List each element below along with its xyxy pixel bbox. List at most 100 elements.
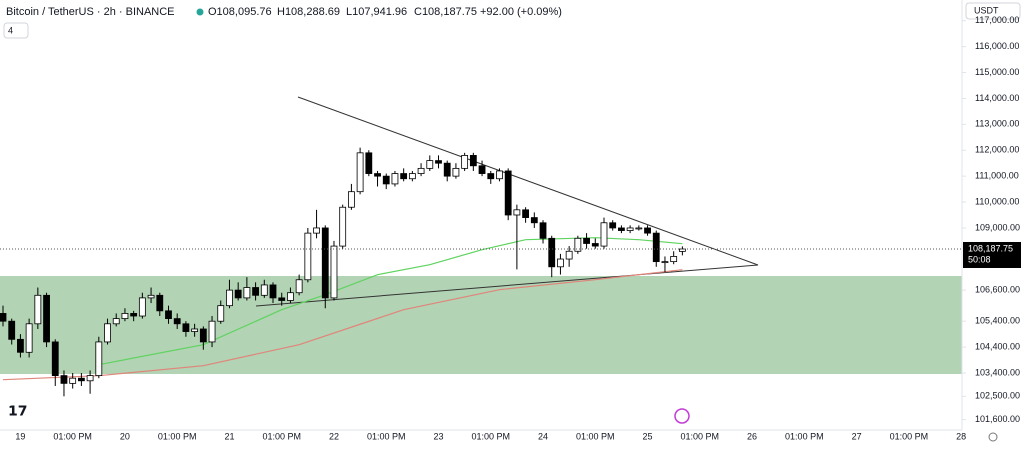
candle-body bbox=[522, 209, 529, 218]
candle-body bbox=[461, 155, 469, 169]
y-tick-label: 103,400.00 bbox=[975, 367, 1020, 377]
candle-body bbox=[25, 323, 33, 353]
y-tick-label: 112,000.00 bbox=[975, 145, 1019, 155]
x-tick-label: 25 bbox=[643, 431, 653, 441]
candle-body bbox=[278, 297, 286, 301]
ohlc-close: C108,187.75 bbox=[414, 6, 477, 18]
status-dot bbox=[196, 8, 204, 16]
settings-icon[interactable] bbox=[988, 432, 998, 442]
x-tick-label: 01:00 PM bbox=[53, 431, 92, 441]
candle-body bbox=[487, 173, 495, 180]
y-tick-label: 113,000.00 bbox=[975, 119, 1019, 129]
candle-body bbox=[121, 313, 129, 320]
candle-body bbox=[539, 222, 547, 239]
candle-body bbox=[199, 328, 207, 343]
candle-body bbox=[347, 191, 355, 208]
y-tick-label: 110,000.00 bbox=[975, 196, 1019, 206]
candle-body bbox=[513, 209, 521, 216]
candle-body bbox=[600, 222, 608, 247]
candle-body bbox=[147, 294, 155, 299]
plot bbox=[0, 147, 686, 397]
candle-body bbox=[417, 167, 425, 174]
currency-button[interactable] bbox=[965, 2, 1021, 20]
candle-body bbox=[226, 289, 233, 307]
candle-body bbox=[0, 313, 7, 322]
candle-body bbox=[400, 173, 408, 180]
candle-body bbox=[391, 173, 399, 185]
candle-body bbox=[34, 294, 42, 325]
candle-body bbox=[469, 155, 477, 167]
moving-average bbox=[98, 237, 683, 366]
last-price-box bbox=[963, 241, 1021, 268]
candle-body bbox=[670, 256, 678, 263]
x-tick-label: 20 bbox=[120, 431, 130, 441]
candle-body bbox=[356, 152, 364, 193]
ohlc-high: H108,288.69 bbox=[277, 6, 340, 18]
candle-body bbox=[287, 292, 294, 301]
y-tick-label: 102,500.00 bbox=[975, 391, 1020, 401]
candle-body bbox=[661, 261, 669, 264]
y-tick-label: 104,400.00 bbox=[975, 341, 1020, 351]
x-tick-label: 01:00 PM bbox=[158, 431, 197, 441]
candle-body bbox=[496, 170, 503, 180]
x-tick-label: 19 bbox=[15, 431, 25, 441]
event-icon[interactable] bbox=[674, 408, 690, 424]
candle-body bbox=[591, 243, 599, 247]
candle-body bbox=[182, 323, 190, 332]
candle-body bbox=[243, 287, 251, 299]
x-tick-label: 01:00 PM bbox=[367, 431, 406, 441]
y-tick-label: 111,000.00 bbox=[975, 171, 1019, 181]
y-tick-label: 114,000.00 bbox=[975, 93, 1019, 103]
candle-body bbox=[548, 237, 556, 268]
candle-body bbox=[609, 222, 617, 229]
logo: 𝟭𝟳 bbox=[8, 403, 27, 419]
x-tick-label: 27 bbox=[852, 431, 862, 441]
candle-body bbox=[269, 284, 277, 299]
x-tick-label: 22 bbox=[329, 431, 339, 441]
candle-body bbox=[217, 305, 225, 322]
candle-body bbox=[583, 237, 590, 244]
candle-body bbox=[295, 279, 303, 294]
candle-body bbox=[565, 250, 573, 260]
x-tick-label: 01:00 PM bbox=[890, 431, 929, 441]
candle-body bbox=[208, 320, 216, 343]
y-tick-label: 101,600.00 bbox=[975, 414, 1020, 424]
x-tick-label: 01:00 PM bbox=[681, 431, 720, 441]
candle-body bbox=[313, 227, 320, 234]
candle-body bbox=[618, 227, 625, 231]
indicator-count: 4 bbox=[8, 25, 13, 35]
candle-body bbox=[435, 160, 442, 164]
y-tick-label: 105,400.00 bbox=[975, 316, 1020, 326]
candle-body bbox=[382, 175, 390, 185]
candle-body bbox=[330, 245, 338, 299]
candle-body bbox=[173, 318, 181, 325]
x-tick-label: 01:00 PM bbox=[576, 431, 615, 441]
candle-body bbox=[60, 375, 68, 384]
candle-body bbox=[365, 152, 373, 174]
y-tick-label: 109,000.00 bbox=[975, 222, 1020, 232]
indicator-toggle[interactable] bbox=[3, 22, 29, 39]
candle-body bbox=[138, 297, 146, 317]
ohlc-open: O108,095.76 bbox=[208, 6, 272, 18]
x-tick-label: 28 bbox=[956, 431, 966, 441]
candle-body bbox=[644, 227, 651, 234]
candle-body bbox=[86, 375, 94, 382]
candle-body bbox=[234, 289, 242, 299]
candle-body bbox=[478, 165, 486, 174]
candle-body bbox=[252, 287, 259, 296]
candle-body bbox=[8, 320, 16, 340]
symbol: Bitcoin / TetherUS · 2h · BINANCE bbox=[6, 6, 175, 18]
x-tick-label: 23 bbox=[433, 431, 443, 441]
moving-average bbox=[2, 269, 683, 381]
trend-line bbox=[255, 264, 759, 307]
candle-body bbox=[635, 227, 643, 230]
y-tick-label: 106,600.00 bbox=[975, 284, 1020, 294]
candle-body bbox=[339, 206, 347, 247]
candle-body bbox=[574, 237, 582, 252]
y-tick-label: 115,000.00 bbox=[975, 67, 1019, 77]
candle-body bbox=[652, 232, 660, 263]
trend-line bbox=[297, 96, 759, 266]
candle-body bbox=[626, 227, 634, 231]
candle-body bbox=[443, 162, 451, 177]
